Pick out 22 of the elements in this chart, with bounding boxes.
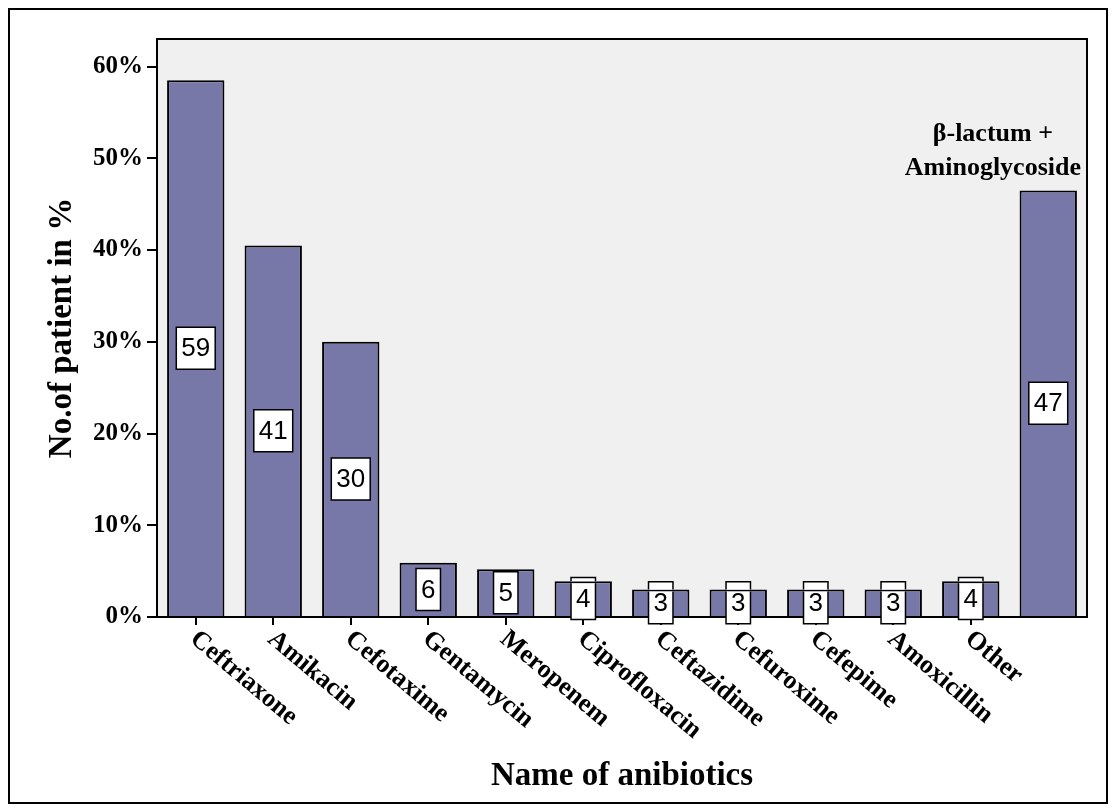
y-tick-label: 60% (93, 50, 143, 78)
y-tick-label: 10% (93, 509, 143, 537)
y-tick-label: 40% (93, 234, 143, 262)
data-label: 3 (653, 586, 668, 617)
data-label: 3 (731, 586, 746, 617)
data-label: 3 (808, 586, 823, 617)
data-label: 47 (1033, 387, 1063, 418)
annotation: β-lactum + Aminoglycoside (904, 117, 1082, 181)
data-label: 30 (336, 463, 366, 494)
y-tick-label: 50% (93, 142, 143, 170)
y-tick-label: 30% (93, 326, 143, 354)
data-label: 5 (498, 576, 513, 607)
data-label: 4 (963, 582, 978, 613)
data-label: 59 (181, 332, 211, 363)
data-label: 3 (886, 586, 901, 617)
y-tick-label: 20% (93, 417, 143, 445)
y-tick-label: 0% (105, 601, 143, 629)
data-label: 6 (421, 573, 436, 604)
data-label: 41 (258, 414, 288, 445)
data-label: 4 (576, 582, 591, 613)
x-axis-title: Name of anibiotics (490, 755, 754, 792)
y-axis-title: No.of patient in % (42, 197, 79, 459)
